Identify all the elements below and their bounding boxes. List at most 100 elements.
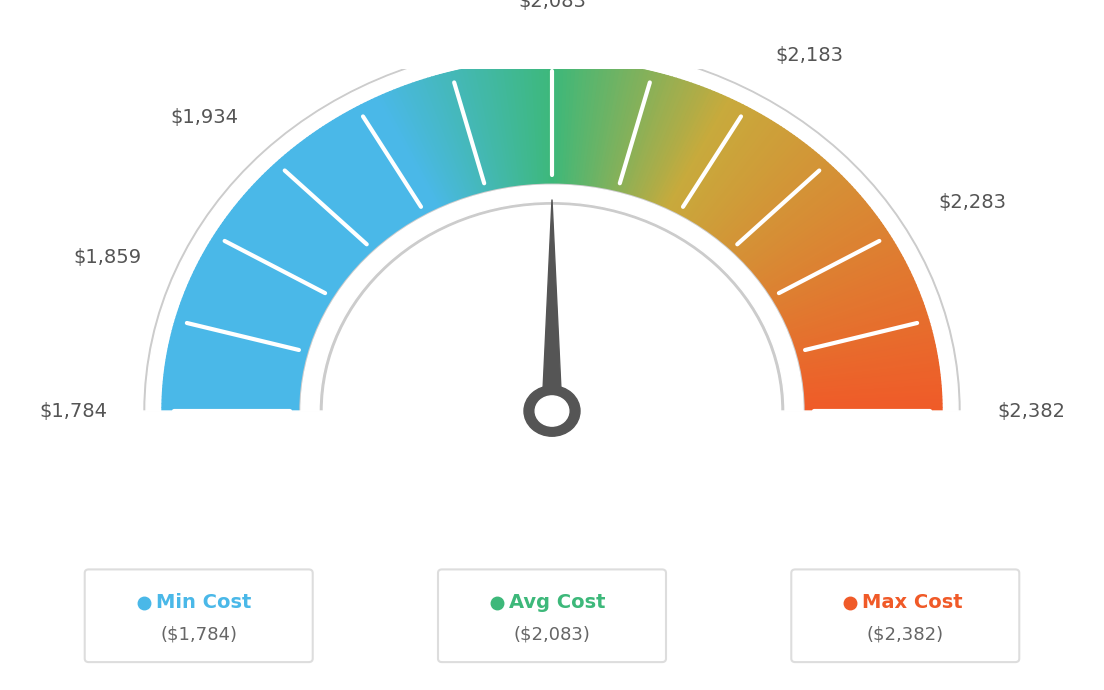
Wedge shape (627, 76, 672, 197)
Wedge shape (343, 112, 421, 221)
Wedge shape (163, 378, 304, 392)
Wedge shape (788, 295, 922, 339)
Text: ($2,382): ($2,382) (867, 626, 944, 644)
Wedge shape (262, 173, 368, 261)
Wedge shape (701, 129, 788, 232)
Wedge shape (737, 176, 845, 262)
Wedge shape (747, 193, 860, 273)
Wedge shape (300, 141, 393, 239)
Wedge shape (732, 168, 837, 257)
Wedge shape (244, 193, 357, 273)
Wedge shape (491, 63, 516, 189)
Wedge shape (703, 132, 792, 233)
Wedge shape (766, 229, 888, 297)
Wedge shape (285, 152, 383, 247)
Wedge shape (688, 117, 767, 224)
Wedge shape (203, 252, 329, 311)
Wedge shape (188, 282, 319, 331)
Wedge shape (596, 66, 625, 190)
Wedge shape (631, 79, 680, 199)
Wedge shape (535, 60, 544, 186)
Wedge shape (236, 201, 351, 279)
Wedge shape (164, 371, 304, 388)
Wedge shape (661, 95, 725, 210)
Wedge shape (656, 92, 718, 208)
Wedge shape (740, 179, 847, 264)
Wedge shape (677, 107, 751, 217)
Wedge shape (773, 245, 898, 307)
Wedge shape (767, 233, 890, 299)
Wedge shape (459, 69, 495, 193)
Wedge shape (475, 66, 506, 190)
Wedge shape (743, 184, 852, 268)
Wedge shape (169, 342, 307, 369)
Wedge shape (573, 61, 588, 187)
Wedge shape (238, 199, 353, 277)
Wedge shape (651, 89, 711, 206)
Wedge shape (664, 97, 729, 210)
Wedge shape (785, 285, 917, 333)
Wedge shape (171, 331, 309, 362)
Wedge shape (751, 199, 866, 277)
Wedge shape (581, 62, 601, 188)
Wedge shape (164, 367, 304, 385)
Wedge shape (609, 69, 645, 193)
Wedge shape (744, 187, 856, 269)
Wedge shape (162, 393, 302, 402)
Wedge shape (583, 63, 605, 188)
Wedge shape (523, 61, 537, 186)
Wedge shape (754, 205, 870, 281)
Wedge shape (756, 208, 872, 283)
Wedge shape (353, 107, 427, 217)
Wedge shape (230, 210, 347, 284)
Wedge shape (301, 185, 803, 411)
Wedge shape (379, 95, 443, 210)
Wedge shape (641, 83, 696, 202)
Wedge shape (194, 268, 323, 322)
Wedge shape (176, 317, 311, 353)
Wedge shape (753, 201, 868, 279)
Wedge shape (166, 359, 305, 380)
Wedge shape (519, 61, 533, 187)
Wedge shape (758, 214, 877, 286)
Wedge shape (571, 61, 585, 187)
Wedge shape (432, 76, 477, 197)
Wedge shape (774, 248, 900, 309)
Wedge shape (204, 248, 330, 309)
FancyBboxPatch shape (792, 569, 1019, 662)
Wedge shape (588, 63, 613, 189)
Wedge shape (225, 217, 343, 288)
Wedge shape (310, 134, 399, 235)
Wedge shape (797, 338, 934, 366)
Wedge shape (764, 226, 885, 295)
Wedge shape (771, 242, 895, 305)
Wedge shape (248, 187, 360, 269)
Wedge shape (798, 349, 936, 373)
Wedge shape (316, 129, 403, 232)
Wedge shape (649, 88, 707, 204)
Wedge shape (234, 205, 350, 281)
Wedge shape (786, 288, 919, 335)
Wedge shape (782, 272, 912, 324)
Wedge shape (471, 67, 502, 191)
Wedge shape (166, 364, 305, 383)
Wedge shape (672, 104, 743, 215)
Wedge shape (190, 278, 320, 328)
Wedge shape (516, 61, 531, 187)
Wedge shape (710, 138, 800, 237)
Wedge shape (668, 100, 736, 213)
Wedge shape (768, 235, 892, 301)
Wedge shape (802, 407, 942, 411)
Text: $2,382: $2,382 (997, 402, 1065, 420)
Wedge shape (725, 158, 825, 250)
Text: $1,784: $1,784 (39, 402, 107, 420)
Wedge shape (182, 295, 316, 339)
Wedge shape (319, 127, 405, 230)
Wedge shape (586, 63, 609, 188)
Wedge shape (594, 65, 622, 190)
Wedge shape (232, 208, 348, 283)
Wedge shape (560, 60, 569, 186)
Wedge shape (187, 285, 319, 333)
Wedge shape (146, 46, 958, 411)
Wedge shape (775, 252, 901, 311)
